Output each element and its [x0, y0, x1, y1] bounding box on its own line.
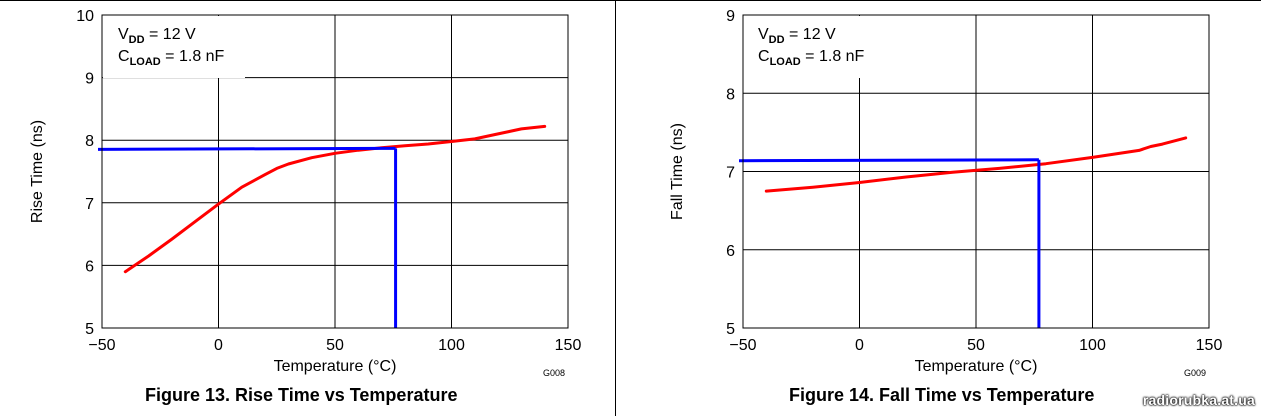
y-tick-label: 8 [85, 133, 94, 150]
top-border [0, 0, 1261, 1]
x-tick-label: 100 [438, 337, 465, 354]
x-tick-label: −50 [729, 337, 756, 354]
y-tick-label: 6 [85, 258, 94, 275]
vdd-condition: VDD = 12 V [118, 26, 196, 46]
series-line [764, 136, 1188, 193]
x-tick-label: 150 [555, 337, 582, 354]
conditions-box [103, 16, 245, 78]
plot-frame [742, 14, 1210, 329]
y-tick-label: 7 [85, 196, 94, 213]
y-tick-label: 9 [726, 8, 735, 25]
x-tick-label: 0 [214, 337, 223, 354]
cload-condition: CLOAD = 1.8 nF [118, 48, 225, 68]
x-tick-label: 100 [1079, 337, 1106, 354]
y-axis-title: Rise Time (ns) [29, 120, 46, 223]
y-tick-label: 10 [76, 8, 94, 25]
x-tick-label: −50 [88, 337, 115, 354]
x-tick-label: 50 [326, 337, 344, 354]
y-axis-title: Fall Time (ns) [669, 123, 686, 220]
fall-time-chart-panel: −50 0 50 100 150 5 6 7 8 9 VDD = 12 V CLOAD = 1.8 n… [616, 0, 1261, 416]
y-tick-label: 7 [726, 165, 735, 182]
x-axis-title: Temperature (°C) [915, 358, 1038, 375]
rise-time-chart-panel: −50 0 50 100 150 5 6 7 8 9 10 VDD = 12 V CLOAD = 1.8… [0, 0, 615, 416]
conditions-box [744, 16, 886, 78]
y-tick-label: 5 [726, 321, 735, 338]
x-tick-label: 0 [855, 337, 864, 354]
y-tick-label: 5 [85, 321, 94, 338]
plot-frame [101, 14, 569, 329]
watermark: radiorubka.at.ua [1142, 392, 1255, 408]
cload-condition: CLOAD = 1.8 nF [758, 48, 865, 68]
vdd-condition: VDD = 12 V [758, 26, 836, 46]
x-axis-title: Temperature (°C) [274, 358, 397, 375]
y-tick-label: 8 [726, 86, 735, 103]
graph-id-label: G009 [1184, 368, 1206, 378]
graph-id-label: G008 [543, 368, 565, 378]
figure-14-caption: Figure 14. Fall Time vs Temperature [789, 385, 1095, 405]
figure-13-caption: Figure 13. Rise Time vs Temperature [145, 385, 458, 405]
y-tick-label: 9 [85, 71, 94, 88]
annotation-horizontal-line [97, 146, 396, 151]
annotation-horizontal-line [738, 158, 1039, 163]
panel-divider [615, 0, 616, 416]
x-tick-label: 50 [967, 337, 985, 354]
x-tick-label: 150 [1196, 337, 1223, 354]
y-tick-label: 6 [726, 243, 735, 260]
series-line [123, 124, 547, 274]
